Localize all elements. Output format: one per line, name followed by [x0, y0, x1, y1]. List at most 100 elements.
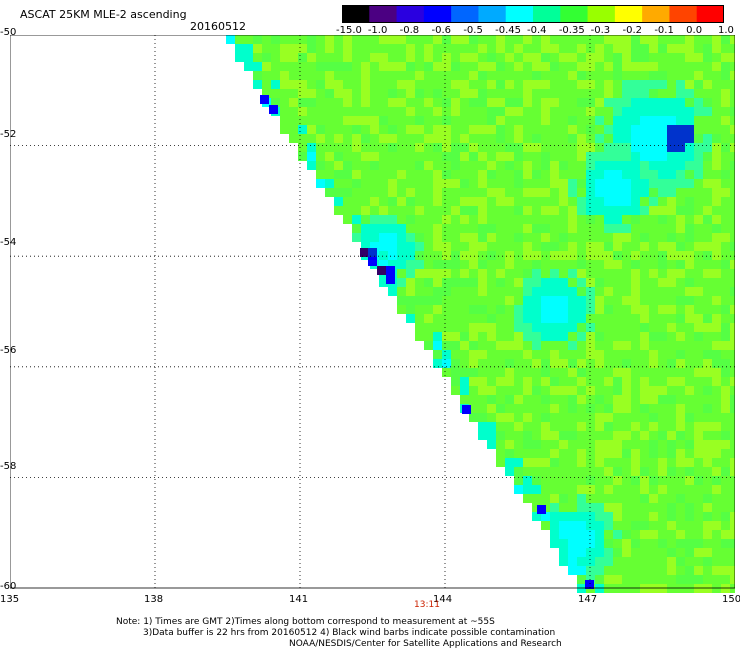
swath-cell: [370, 179, 379, 188]
swath-cell: [442, 350, 451, 359]
swath-cell: [613, 341, 622, 350]
colorbar-swatch: [587, 5, 616, 23]
swath-cell: [712, 413, 721, 422]
swath-cell: [388, 152, 397, 161]
swath-cell: [469, 53, 478, 62]
swath-cell: [541, 350, 550, 359]
swath-cell: [379, 278, 388, 287]
swath-cell: [658, 278, 667, 287]
swath-cell: [550, 314, 559, 323]
swath-cell: [424, 206, 433, 215]
swath-cell: [568, 449, 577, 458]
swath-cell: [694, 359, 703, 368]
swath-cell: [604, 557, 613, 566]
swath-cell: [523, 485, 532, 494]
swath-cell: [415, 233, 424, 242]
swath-cell: [604, 422, 613, 431]
swath-cell: [541, 53, 550, 62]
swath-cell: [559, 89, 568, 98]
swath-cell: [361, 134, 370, 143]
swath-cell: [676, 80, 685, 89]
swath-cell: [442, 341, 451, 350]
swath-cell: [523, 143, 532, 152]
swath-cell: [730, 359, 735, 368]
swath-cell: [532, 134, 541, 143]
swath-cell: [514, 260, 523, 269]
swath-cell: [595, 485, 604, 494]
swath-cell: [604, 278, 613, 287]
swath-cell: [649, 476, 658, 485]
swath-cell: [379, 98, 388, 107]
swath-cell: [550, 206, 559, 215]
swath-cell: [658, 521, 667, 530]
swath-cell: [532, 287, 541, 296]
swath-cell: [478, 80, 487, 89]
swath-cell: [667, 377, 676, 386]
swath-cell: [703, 332, 712, 341]
swath-cell: [604, 431, 613, 440]
swath-cell: [640, 179, 649, 188]
swath-cell: [541, 287, 550, 296]
swath-cell: [451, 260, 460, 269]
swath-cell: [478, 395, 487, 404]
swath-cell: [577, 368, 586, 377]
swath-cell: [307, 161, 316, 170]
swath-cell: [352, 125, 361, 134]
swath-cell: [271, 53, 280, 62]
swath-cell: [343, 107, 352, 116]
swath-cell: [577, 233, 586, 242]
swath-cell: [595, 404, 604, 413]
swath-cell: [559, 134, 568, 143]
contamination-cell: [462, 405, 471, 414]
swath-cell: [532, 251, 541, 260]
swath-cell: [694, 503, 703, 512]
swath-cell: [676, 395, 685, 404]
swath-cell: [361, 215, 370, 224]
swath-cell: [640, 143, 649, 152]
product-title: ASCAT 25KM MLE-2 ascending: [20, 8, 187, 21]
swath-cell: [568, 440, 577, 449]
swath-cell: [307, 107, 316, 116]
swath-cell: [523, 314, 532, 323]
swath-cell: [487, 323, 496, 332]
swath-cell: [721, 422, 730, 431]
swath-cell: [334, 161, 343, 170]
swath-cell: [622, 107, 631, 116]
contamination-cell: [368, 257, 377, 266]
swath-cell: [676, 143, 685, 152]
swath-cell: [478, 359, 487, 368]
swath-cell: [667, 512, 676, 521]
swath-cell: [568, 152, 577, 161]
swath-cell: [415, 269, 424, 278]
swath-cell: [622, 71, 631, 80]
swath-cell: [667, 224, 676, 233]
swath-cell: [433, 206, 442, 215]
swath-cell: [586, 467, 595, 476]
swath-cell: [721, 188, 730, 197]
swath-cell: [280, 71, 289, 80]
colorbar-label: -0.35: [558, 25, 585, 36]
swath-cell: [649, 350, 658, 359]
swath-cell: [568, 206, 577, 215]
swath-cell: [442, 134, 451, 143]
swath-cell: [595, 116, 604, 125]
swath-cell: [514, 116, 523, 125]
swath-cell: [595, 296, 604, 305]
swath-cell: [640, 404, 649, 413]
swath-cell: [325, 44, 334, 53]
contamination-cell: [360, 248, 369, 257]
swath-cell: [586, 512, 595, 521]
swath-cell: [532, 359, 541, 368]
swath-cell: [568, 368, 577, 377]
swath-cell: [667, 242, 676, 251]
swath-cell: [397, 62, 406, 71]
swath-cell: [460, 116, 469, 125]
swath-cell: [730, 422, 735, 431]
swath-cell: [667, 467, 676, 476]
swath-cell: [694, 278, 703, 287]
swath-cell: [298, 53, 307, 62]
swath-cell: [424, 287, 433, 296]
swath-cell: [568, 359, 577, 368]
swath-cell: [658, 305, 667, 314]
swath-cell: [604, 575, 613, 584]
